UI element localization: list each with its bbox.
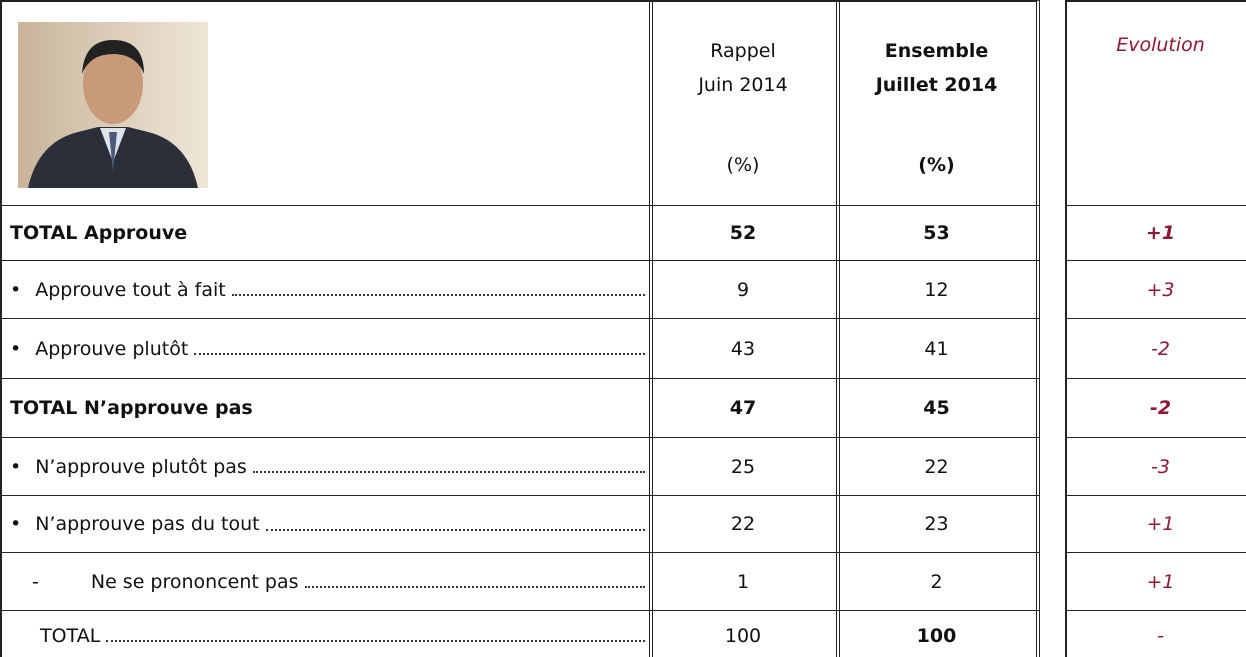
header-evolution: Evolution <box>1065 0 1246 206</box>
row-label: N’approuve pas du tout <box>35 513 259 535</box>
rappel-value: 1 <box>649 552 840 611</box>
portrait <box>18 22 208 188</box>
evolution-value: -3 <box>1065 437 1246 496</box>
ensemble-value: 12 <box>836 260 1040 319</box>
ensemble-value: 41 <box>836 318 1040 379</box>
header-line: Juillet 2014 <box>876 68 998 102</box>
rappel-value: 22 <box>649 495 840 553</box>
row-prefix: • <box>10 279 21 301</box>
row-label-cell: - Ne se prononcent pas <box>0 552 653 611</box>
header-line: (%) <box>727 148 760 182</box>
leader <box>253 470 645 473</box>
photo-cell <box>0 0 653 206</box>
row-prefix: • <box>10 338 21 360</box>
rappel-value: 43 <box>649 318 840 379</box>
row-label-cell: TOTAL <box>0 610 653 657</box>
header-line: (%) <box>918 148 954 182</box>
row-label-cell: • N’approuve pas du tout <box>0 495 653 553</box>
row-label-cell: • Approuve plutôt <box>0 318 653 379</box>
row-label: Ne se prononcent pas <box>91 571 299 593</box>
rappel-value: 47 <box>649 378 840 438</box>
evolution-value: - <box>1065 610 1246 657</box>
row-prefix: • <box>10 456 21 478</box>
evolution-value: +1 <box>1065 495 1246 553</box>
row-prefix: - <box>32 571 39 593</box>
header-line: Juin 2014 <box>698 68 787 102</box>
evolution-value: +1 <box>1065 552 1246 611</box>
row-label-cell: TOTAL Approuve <box>0 205 653 261</box>
row-label: TOTAL <box>40 625 100 647</box>
ensemble-value: 22 <box>836 437 1040 496</box>
row-label: Approuve plutôt <box>35 338 188 360</box>
evolution-value: +1 <box>1065 205 1246 261</box>
rappel-value: 9 <box>649 260 840 319</box>
row-label: Approuve tout à fait <box>35 279 226 301</box>
ensemble-value: 45 <box>836 378 1040 438</box>
ensemble-value: 23 <box>836 495 1040 553</box>
row-label-cell: • Approuve tout à fait <box>0 260 653 319</box>
row-prefix: • <box>10 513 21 535</box>
leader <box>305 585 646 588</box>
ensemble-value: 53 <box>836 205 1040 261</box>
row-label-cell: TOTAL N’approuve pas <box>0 378 653 438</box>
rappel-value: 52 <box>649 205 840 261</box>
leader <box>194 352 645 355</box>
rappel-value: 100 <box>649 610 840 657</box>
evolution-value: +3 <box>1065 260 1246 319</box>
evolution-value: -2 <box>1065 378 1246 438</box>
header-line: Ensemble <box>885 34 989 68</box>
row-label: TOTAL N’approuve pas <box>10 397 253 419</box>
evolution-value: -2 <box>1065 318 1246 379</box>
ensemble-value: 2 <box>836 552 1040 611</box>
rappel-value: 25 <box>649 437 840 496</box>
leader <box>232 293 645 296</box>
leader <box>106 639 645 642</box>
row-label: N’approuve plutôt pas <box>35 456 247 478</box>
row-label-cell: • N’approuve plutôt pas <box>0 437 653 496</box>
ensemble-value: 100 <box>836 610 1040 657</box>
page: RappelJuin 2014 (%) EnsembleJuillet 2014 (… <box>0 0 1246 657</box>
header-line: Rappel <box>710 34 776 68</box>
leader <box>266 528 645 531</box>
row-label: TOTAL Approuve <box>10 222 187 244</box>
